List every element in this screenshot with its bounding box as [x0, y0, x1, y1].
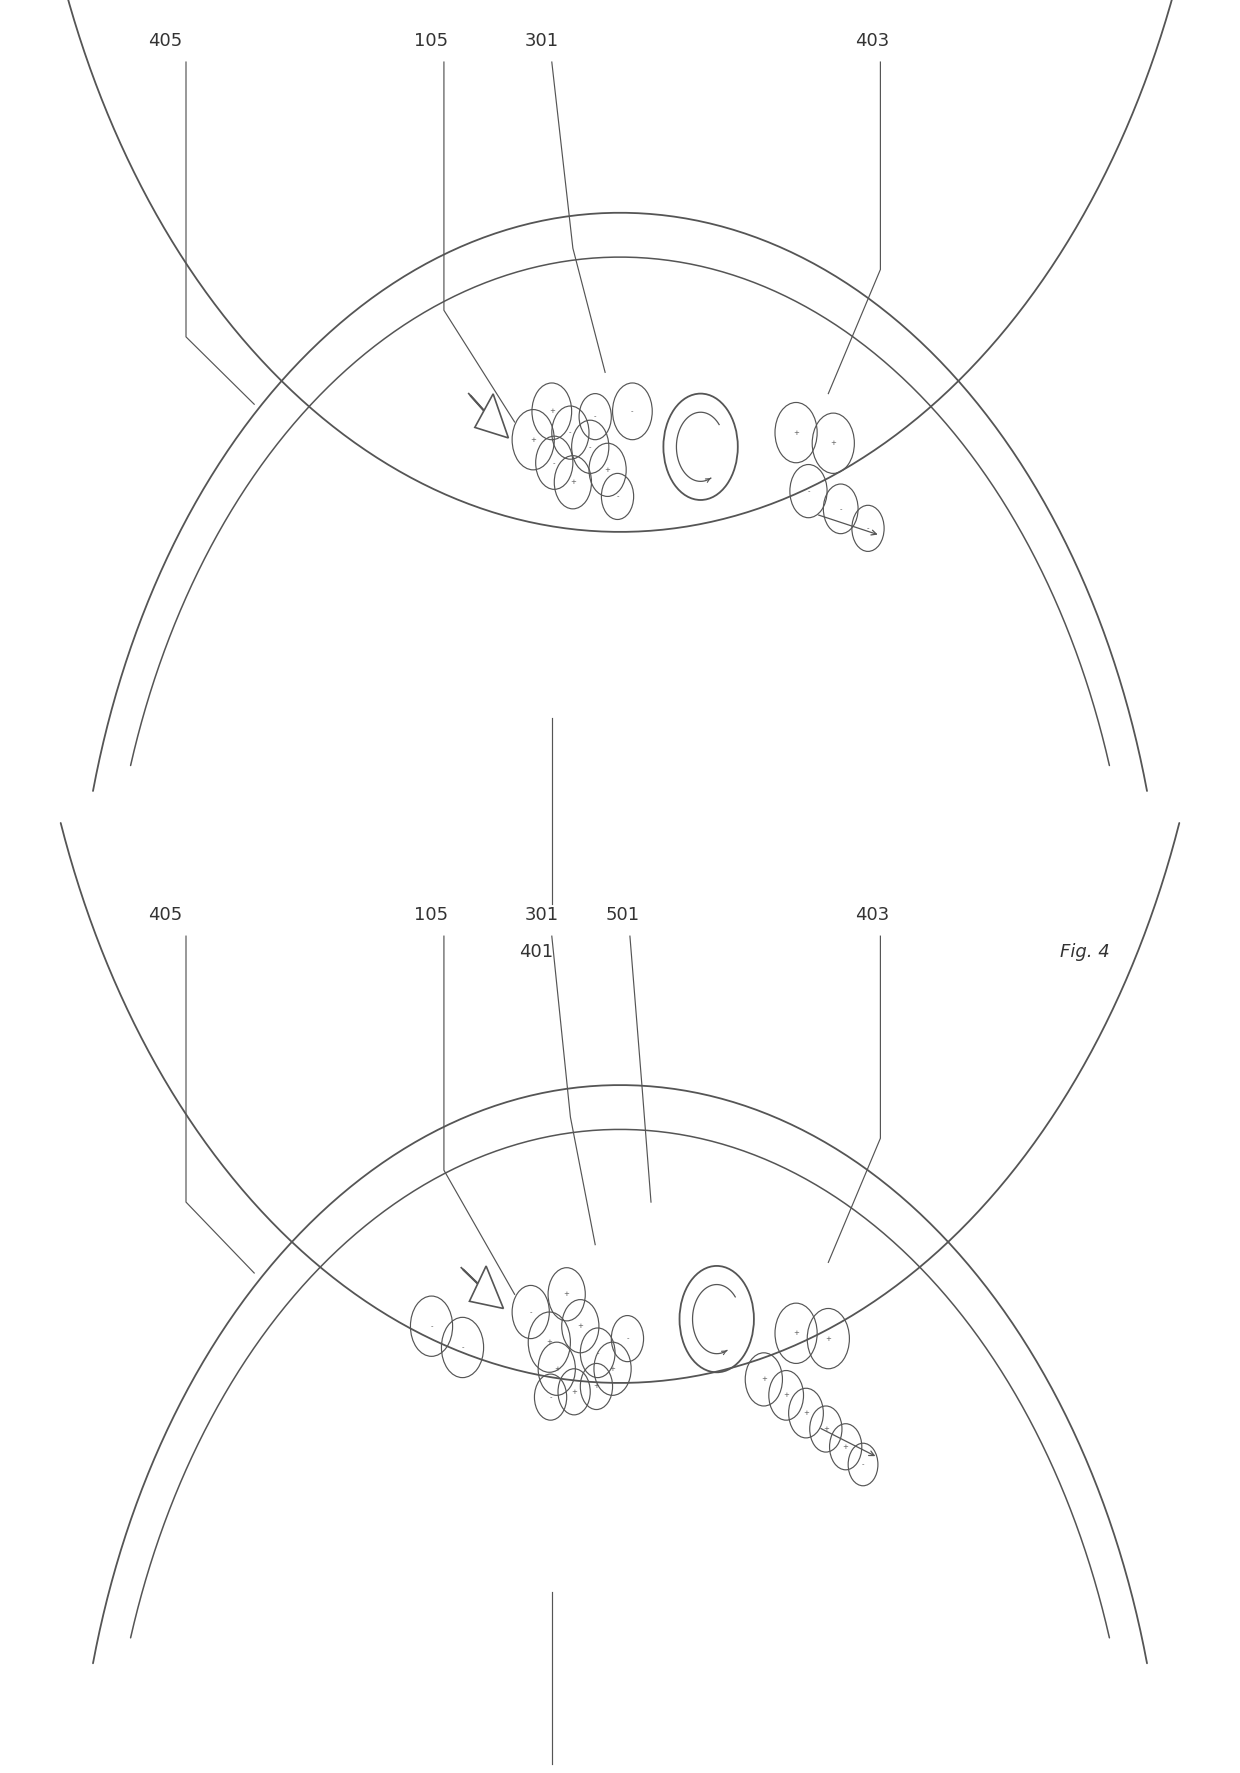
Text: -: -: [529, 1308, 532, 1316]
Text: +: +: [843, 1443, 848, 1450]
Text: -: -: [631, 408, 634, 415]
Text: -: -: [553, 459, 556, 466]
Text: -: -: [569, 429, 572, 436]
Text: -: -: [839, 505, 842, 512]
Text: +: +: [761, 1376, 766, 1383]
Text: 105: 105: [414, 906, 449, 924]
Text: 405: 405: [148, 906, 182, 924]
Text: -: -: [594, 413, 596, 420]
Text: 301: 301: [525, 32, 559, 50]
Text: 105: 105: [414, 32, 449, 50]
Text: 301: 301: [525, 906, 559, 924]
Text: -: -: [862, 1461, 864, 1468]
Text: +: +: [610, 1365, 615, 1372]
Polygon shape: [475, 394, 508, 438]
Text: 401: 401: [518, 943, 553, 961]
Text: 403: 403: [854, 32, 889, 50]
Text: +: +: [578, 1323, 583, 1330]
Text: Fig. 4: Fig. 4: [1060, 943, 1110, 961]
Text: 405: 405: [148, 32, 182, 50]
Text: 501: 501: [605, 906, 640, 924]
Text: +: +: [794, 429, 799, 436]
Text: -: -: [616, 493, 619, 500]
Text: -: -: [807, 488, 810, 495]
Text: -: -: [596, 1349, 599, 1356]
Text: -: -: [589, 443, 591, 450]
Text: +: +: [794, 1330, 799, 1337]
Text: +: +: [554, 1365, 559, 1372]
Text: +: +: [605, 466, 610, 473]
Text: +: +: [784, 1392, 789, 1399]
Text: +: +: [572, 1388, 577, 1395]
Text: +: +: [826, 1335, 831, 1342]
Text: -: -: [461, 1344, 464, 1351]
Text: -: -: [430, 1323, 433, 1330]
Text: -: -: [549, 1394, 552, 1401]
Text: +: +: [823, 1425, 828, 1433]
Text: +: +: [570, 479, 575, 486]
Text: 403: 403: [854, 906, 889, 924]
Text: +: +: [547, 1339, 552, 1346]
Text: +: +: [804, 1410, 808, 1417]
Text: +: +: [549, 408, 554, 415]
Polygon shape: [470, 1266, 503, 1308]
Text: -: -: [867, 525, 869, 532]
Text: -: -: [626, 1335, 629, 1342]
Text: +: +: [831, 440, 836, 447]
Text: +: +: [531, 436, 536, 443]
Text: +: +: [594, 1383, 599, 1390]
Text: +: +: [564, 1291, 569, 1298]
